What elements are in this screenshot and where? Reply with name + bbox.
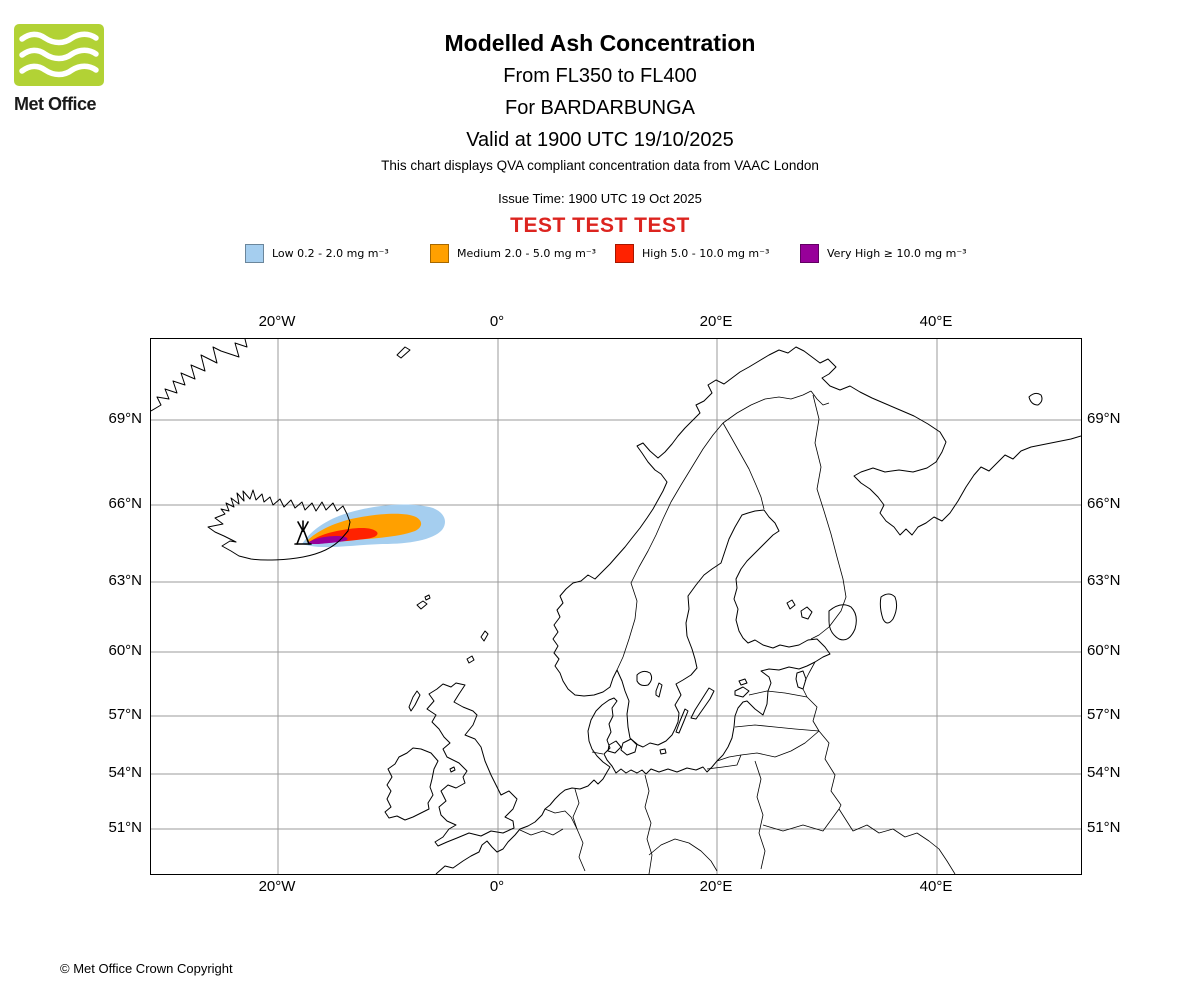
legend-label-high: High 5.0 - 10.0 mg m⁻³ bbox=[642, 246, 770, 260]
legend-item-medium: Medium 2.0 - 5.0 mg m⁻³ bbox=[430, 243, 596, 263]
lat-label-right-69n: 69°N bbox=[1087, 410, 1121, 427]
lat-label-left-51n: 51°N bbox=[108, 819, 142, 836]
legend-swatch-high bbox=[615, 243, 634, 263]
legend-swatch-low bbox=[245, 243, 264, 263]
lat-label-right-54n: 54°N bbox=[1087, 764, 1121, 781]
met-office-logo-mark bbox=[14, 24, 104, 86]
lat-label-left-66n: 66°N bbox=[108, 495, 142, 512]
subtitle-valid-time: Valid at 1900 UTC 19/10/2025 bbox=[466, 129, 734, 151]
legend-swatch-very-high bbox=[800, 243, 819, 263]
met-office-logo: Met Office bbox=[14, 24, 124, 115]
lat-label-left-60n: 60°N bbox=[108, 642, 142, 659]
volcano-icon bbox=[294, 520, 312, 545]
lon-label-top-0: 0° bbox=[489, 313, 505, 330]
copyright-notice: © Met Office Crown Copyright bbox=[60, 961, 233, 976]
legend-label-medium: Medium 2.0 - 5.0 mg m⁻³ bbox=[457, 246, 597, 260]
page-title: Modelled Ash Concentration bbox=[444, 30, 756, 56]
lon-label-top-20e: 20°E bbox=[699, 313, 733, 330]
legend-item-high: High 5.0 - 10.0 mg m⁻³ bbox=[615, 243, 769, 263]
lat-label-right-60n: 60°N bbox=[1087, 642, 1121, 659]
subtitle-flight-levels: From FL350 to FL400 bbox=[503, 65, 697, 87]
met-office-logo-label: Met Office bbox=[14, 94, 97, 114]
lon-label-bottom-40e: 40°E bbox=[919, 878, 953, 895]
test-banner: TEST TEST TEST bbox=[510, 214, 690, 237]
issue-time: Issue Time: 1900 UTC 19 Oct 2025 bbox=[498, 191, 702, 206]
lat-label-right-57n: 57°N bbox=[1087, 706, 1121, 723]
legend-label-low: Low 0.2 - 2.0 mg m⁻³ bbox=[272, 246, 389, 260]
lat-label-left-57n: 57°N bbox=[108, 706, 142, 723]
coastlines bbox=[151, 339, 1081, 874]
lon-label-bottom-20e: 20°E bbox=[699, 878, 733, 895]
lat-label-right-51n: 51°N bbox=[1087, 819, 1121, 836]
lat-label-left-69n: 69°N bbox=[108, 410, 142, 427]
lon-label-top-40e: 40°E bbox=[919, 313, 953, 330]
lon-label-top-20w: 20°W bbox=[258, 313, 296, 330]
legend-item-very-high: Very High ≥ 10.0 mg m⁻³ bbox=[800, 243, 967, 263]
concentration-legend: Low 0.2 - 2.0 mg m⁻³ Medium 2.0 - 5.0 mg… bbox=[0, 243, 1200, 265]
legend-item-low: Low 0.2 - 2.0 mg m⁻³ bbox=[245, 243, 389, 263]
lat-label-left-63n: 63°N bbox=[108, 572, 142, 589]
lon-label-bottom-20w: 20°W bbox=[258, 878, 296, 895]
country-borders bbox=[519, 390, 956, 874]
legend-swatch-medium bbox=[430, 243, 449, 263]
subtitle-volcano: For BARDARBUNGA bbox=[504, 97, 696, 119]
lat-label-left-54n: 54°N bbox=[108, 764, 142, 781]
map-canvas bbox=[150, 338, 1082, 875]
lat-label-right-66n: 66°N bbox=[1087, 495, 1121, 512]
lat-label-right-63n: 63°N bbox=[1087, 572, 1121, 589]
legend-label-very-high: Very High ≥ 10.0 mg m⁻³ bbox=[827, 246, 967, 260]
chart-description: This chart displays QVA compliant concen… bbox=[381, 158, 819, 173]
map-grid bbox=[151, 339, 1081, 874]
lon-label-bottom-0: 0° bbox=[489, 878, 505, 895]
